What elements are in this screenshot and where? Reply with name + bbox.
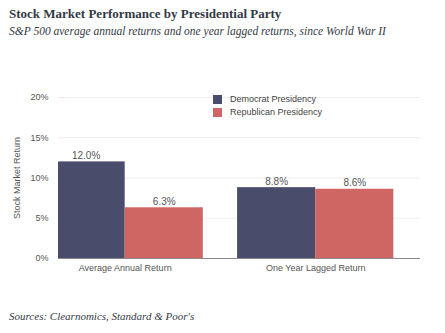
svg-text:8.6%: 8.6% bbox=[343, 177, 366, 188]
svg-text:0%: 0% bbox=[35, 253, 48, 263]
html-text:Republican Presidency: Republican Presidency bbox=[230, 107, 323, 117]
svg-text:10%: 10% bbox=[30, 173, 48, 183]
svg-text:8.8%: 8.8% bbox=[265, 176, 288, 187]
html-text:Democrat Presidency: Democrat Presidency bbox=[230, 94, 316, 104]
svg-text:Stock Market Return: Stock Market Return bbox=[12, 137, 22, 219]
svg-text:6.3%: 6.3% bbox=[153, 196, 176, 207]
html-text:S&P 500 average annual returns: S&P 500 average annual returns and one y… bbox=[9, 25, 386, 37]
svg-text:15%: 15% bbox=[30, 133, 48, 143]
svg-text:12.0%: 12.0% bbox=[72, 150, 100, 161]
svg-text:One Year Lagged Return: One Year Lagged Return bbox=[266, 263, 366, 273]
html-text:Sources: Clearnomics, Standard: Sources: Clearnomics, Standard & Poor's bbox=[9, 310, 195, 322]
svg-text:20%: 20% bbox=[30, 92, 48, 102]
html-text:Stock Market Performance by Pr: Stock Market Performance by Presidential… bbox=[9, 6, 282, 21]
svg-text:Average Annual Return: Average Annual Return bbox=[79, 263, 172, 273]
svg-text:5%: 5% bbox=[35, 213, 48, 223]
